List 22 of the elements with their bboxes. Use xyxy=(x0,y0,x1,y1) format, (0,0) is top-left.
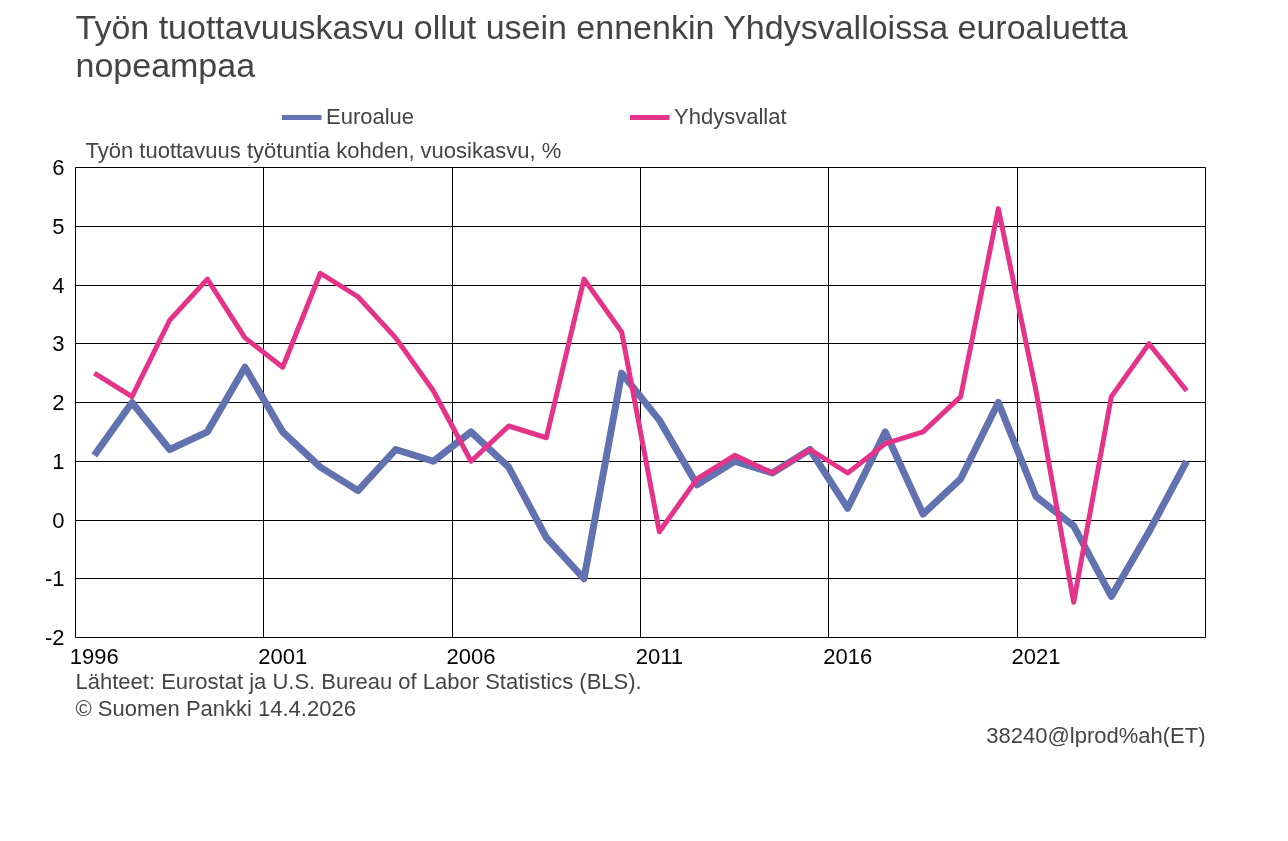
y-tick-label: 6 xyxy=(52,155,65,180)
y-tick-label: -1 xyxy=(44,566,65,592)
y-tick-label: 3 xyxy=(52,331,65,357)
y-tick-label: 4 xyxy=(52,272,65,298)
x-tick-label: 2021 xyxy=(1011,643,1061,669)
y-tick-label: -2 xyxy=(44,625,65,650)
y-tick-label: 5 xyxy=(52,213,65,239)
x-tick-label: 1996 xyxy=(69,643,119,669)
x-tick-label: 2001 xyxy=(258,643,308,669)
x-tick-label: 2006 xyxy=(446,643,496,669)
legend-label: Euroalue xyxy=(326,104,416,130)
text: 38240@lprod%ah(ET) xyxy=(986,722,1206,748)
y-axis-title: Työn tuottavuus työtuntia kohden, vuosikasvu, % xyxy=(85,137,562,163)
text: © Suomen Pankki 14.4.2026 xyxy=(75,695,356,721)
text: Lähteet: Eurostat ja U.S. Bureau of Labor Statistics (BLS). xyxy=(75,668,642,694)
y-tick-label: 1 xyxy=(52,448,65,474)
y-tick-label: 2 xyxy=(52,390,65,415)
chart-title: Työn tuottavuuskasvu ollut usein ennenkin Yhdysvalloissa euroaluetta nopeampaa xyxy=(75,7,1128,84)
x-tick-label: 2016 xyxy=(823,643,873,669)
x-tick-label: 2011 xyxy=(635,643,683,669)
y-tick-label: 0 xyxy=(52,507,65,533)
legend-label: Yhdysvallat xyxy=(674,104,788,130)
